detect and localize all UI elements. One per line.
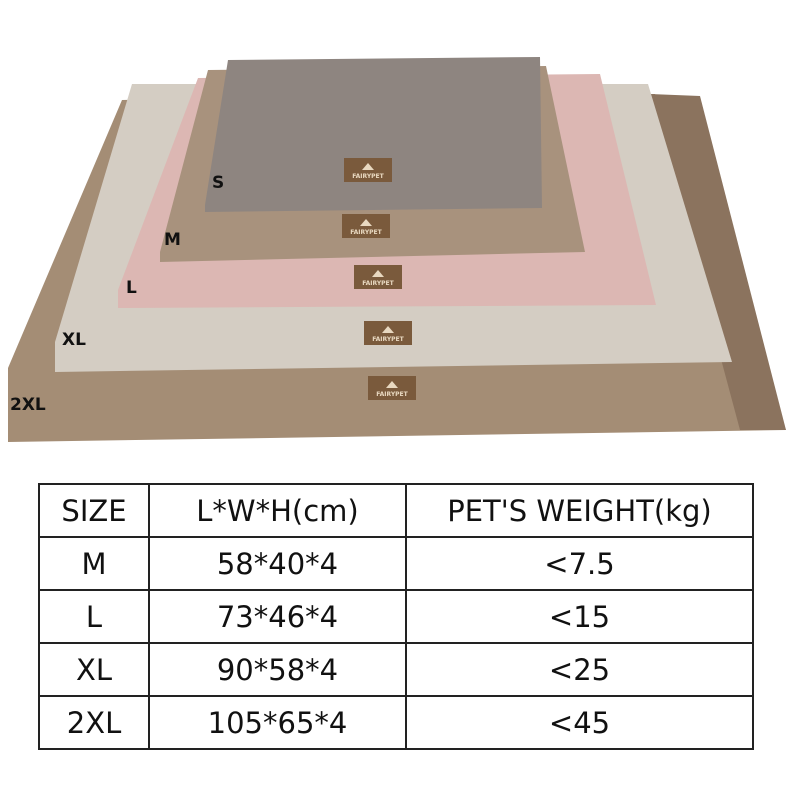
cell-weight: <25: [405, 642, 754, 697]
product-photo: FAIRYPET FAIRYPET FAIRYPET FAIRYPET FAIR…: [8, 57, 786, 442]
mat-label-2xl: 2XL: [10, 395, 46, 415]
cell-size: XL: [38, 642, 150, 697]
cell-weight: <45: [405, 695, 754, 750]
mat-label-xl: XL: [62, 330, 86, 350]
brand-tag: FAIRYPET: [342, 214, 390, 238]
brand-tag-text: FAIRYPET: [352, 173, 384, 180]
brand-tag: FAIRYPET: [344, 158, 392, 182]
cell-weight: <15: [405, 589, 754, 644]
size-table: SIZE L*W*H(cm) PET'S WEIGHT(kg) M 58*40*…: [38, 483, 754, 750]
cell-size: 2XL: [38, 695, 150, 750]
mat-label-m: M: [164, 230, 181, 250]
brand-tag-text: FAIRYPET: [362, 280, 394, 287]
house-logo-icon: [382, 326, 394, 333]
brand-tag-text: FAIRYPET: [350, 229, 382, 236]
cell-dimensions: 58*40*4: [148, 536, 407, 591]
cell-weight: <7.5: [405, 536, 754, 591]
table-row: L 73*46*4 <15: [38, 589, 754, 644]
brand-tag-text: FAIRYPET: [372, 336, 404, 343]
header-dimensions: L*W*H(cm): [148, 483, 407, 538]
mat-label-s: S: [212, 173, 225, 193]
cell-dimensions: 90*58*4: [148, 642, 407, 697]
house-logo-icon: [372, 270, 384, 277]
header-size: SIZE: [38, 483, 150, 538]
mat-2xl-shade: [650, 94, 786, 430]
brand-tag: FAIRYPET: [364, 321, 412, 345]
brand-tag: FAIRYPET: [368, 376, 416, 400]
brand-tag-text: FAIRYPET: [376, 391, 408, 398]
mat-s: [205, 57, 542, 212]
cell-dimensions: 105*65*4: [148, 695, 407, 750]
house-logo-icon: [360, 219, 372, 226]
table-header-row: SIZE L*W*H(cm) PET'S WEIGHT(kg): [38, 483, 754, 538]
house-logo-icon: [386, 381, 398, 388]
cell-size: L: [38, 589, 150, 644]
header-weight: PET'S WEIGHT(kg): [405, 483, 754, 538]
table-row: 2XL 105*65*4 <45: [38, 695, 754, 750]
cell-size: M: [38, 536, 150, 591]
cell-dimensions: 73*46*4: [148, 589, 407, 644]
mat-label-l: L: [126, 278, 137, 298]
table-row: XL 90*58*4 <25: [38, 642, 754, 697]
table-row: M 58*40*4 <7.5: [38, 536, 754, 591]
brand-tag: FAIRYPET: [354, 265, 402, 289]
house-logo-icon: [362, 163, 374, 170]
